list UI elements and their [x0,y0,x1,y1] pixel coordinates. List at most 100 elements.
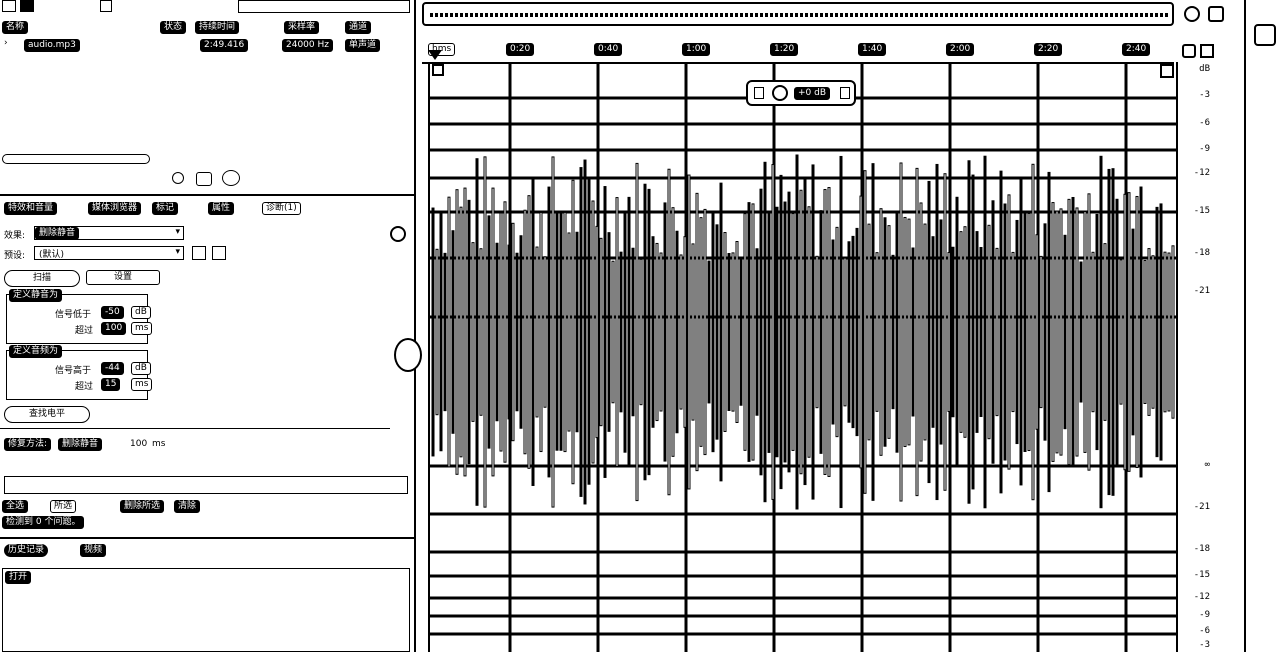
silence-signal-input[interactable]: -50 [101,306,124,319]
waveform-bar [603,186,607,478]
volume-icon[interactable] [222,170,240,186]
silence-more-input[interactable]: 100 [101,322,127,335]
tab-media-browser[interactable]: 媒体浏览器 [88,202,142,215]
col-duration[interactable]: 持续时间 [195,21,240,34]
expand-icon[interactable]: › [4,38,8,48]
preset-select[interactable]: (默认) ▾ [34,246,184,260]
settings-button[interactable]: 设置 [86,270,160,285]
waveform-bar [1103,243,1107,421]
waveform-bar [963,226,967,438]
waveform-bar [1011,251,1015,413]
tab-effects[interactable]: 特效和音量 [4,202,58,215]
tab-video[interactable]: 视频 [80,544,107,557]
waveform-bar [919,202,923,462]
waveform-bar [511,222,515,442]
fix-method-number[interactable]: 100 [130,439,148,449]
waveform-bar [775,206,779,458]
maximize-icon[interactable] [1208,6,1224,22]
silence-signal-unit: dB [131,306,151,319]
fix-method-unit: ms [152,439,166,449]
db-scale[interactable]: dB -3 -6 -9 -12 -15 -18 -21 ∞ -21 -18 -1… [1176,62,1210,652]
right-panel-icon[interactable] [1254,24,1276,46]
hud-knob-icon[interactable] [772,85,788,101]
hud-value: +0 dB [794,87,831,100]
fix-method-select[interactable]: 删除静音 [58,438,103,451]
history-panel: 历史记录 视频 打开 [0,540,414,652]
waveform-bar [683,236,687,428]
db-label: -6 [1199,626,1210,636]
search-input[interactable] [238,0,410,13]
waveform-bar [583,159,587,505]
waveform-bar [1171,245,1175,419]
hud-pin-icon[interactable] [840,87,850,99]
ruler-label: 1:40 [858,43,887,56]
audio-group: 定义音频为 信号高于 -44 dB 超过 15 ms [6,345,153,400]
volume-hud[interactable]: +0 dB [746,80,856,106]
col-sample-rate[interactable]: 采样率 [284,21,320,34]
waveform-bar [519,235,523,429]
delete-selected-button[interactable]: 删除所选 [120,500,165,513]
col-status[interactable]: 状态 [160,21,187,34]
waveform-bar [451,230,455,434]
scan-button[interactable]: 扫描 [4,270,80,287]
main-splitter[interactable] [414,0,416,652]
clear-button[interactable]: 清除 [174,500,201,513]
power-icon[interactable] [390,226,406,242]
file-icon[interactable] [2,0,16,12]
select-button[interactable]: 所选 [50,500,77,513]
file-sample-rate: 24000 Hz [282,39,333,52]
waveform-bar [1075,207,1079,457]
find-level-button[interactable]: 查找电平 [4,406,90,423]
files-header-row: 名称 状态 持续时间 采样率 通道 [0,20,414,34]
folder-icon[interactable] [20,0,34,12]
audio-more-input[interactable]: 15 [101,378,121,391]
history-list[interactable]: 打开 [2,568,410,652]
waveform-track[interactable] [428,62,1178,652]
track-start-marker[interactable] [432,64,444,76]
db-label: -9 [1199,610,1210,620]
overview-bar[interactable] [422,2,1174,26]
waveform-bar [559,213,563,451]
waveform-bar [1119,259,1123,405]
playhead-icon[interactable] [428,50,442,60]
waveform-bar [1167,252,1171,412]
tab-markers[interactable]: 标记 [152,202,179,215]
collapse-handle[interactable] [394,338,422,372]
tab-properties[interactable]: 属性 [208,202,235,215]
save-preset-icon[interactable] [192,246,206,260]
track-end-marker[interactable] [1160,64,1174,78]
copy-icon[interactable] [100,0,112,12]
tab-diagnostics[interactable]: 诊断(1) [262,202,301,215]
effect-select[interactable]: 删除静音 ▾ [34,226,184,240]
audio-signal-input[interactable]: -44 [101,362,124,375]
col-name[interactable]: 名称 [2,21,29,34]
time-ruler[interactable]: hms 0:20 0:40 1:00 1:20 1:40 2:00 2:20 2… [422,40,1174,64]
hud-grip-icon[interactable] [754,87,764,99]
waveform-bar [611,260,615,404]
waveform-bar [875,252,879,412]
waveform-bar [863,170,867,494]
zoom-icon[interactable] [1184,6,1200,22]
panel-divider[interactable] [0,537,416,539]
waveform-bar [623,211,627,453]
waveform-bar [847,241,851,423]
db-label: -15 [1193,206,1210,216]
ruler-settings-icon[interactable] [1182,44,1196,58]
files-scrollbar[interactable] [2,154,150,164]
loop-icon[interactable] [196,172,212,186]
tab-history[interactable]: 历史记录 [4,544,49,557]
db-label: -6 [1199,118,1210,128]
waveform-bar [835,226,839,438]
col-channels[interactable]: 通道 [345,21,372,34]
ruler-pin-icon[interactable] [1200,44,1214,58]
file-row[interactable]: › audio.mp3 2:49.416 24000 Hz 单声道 [0,38,414,52]
waveform-bar [495,242,499,422]
waveform-bar [463,187,467,477]
waveform-bar [879,208,883,456]
select-all-button[interactable]: 全选 [2,500,29,513]
history-item[interactable]: 打开 [5,571,32,584]
panel-divider[interactable] [0,194,416,196]
delete-preset-icon[interactable] [212,246,226,260]
play-icon[interactable] [172,172,184,184]
results-list[interactable] [4,476,408,494]
